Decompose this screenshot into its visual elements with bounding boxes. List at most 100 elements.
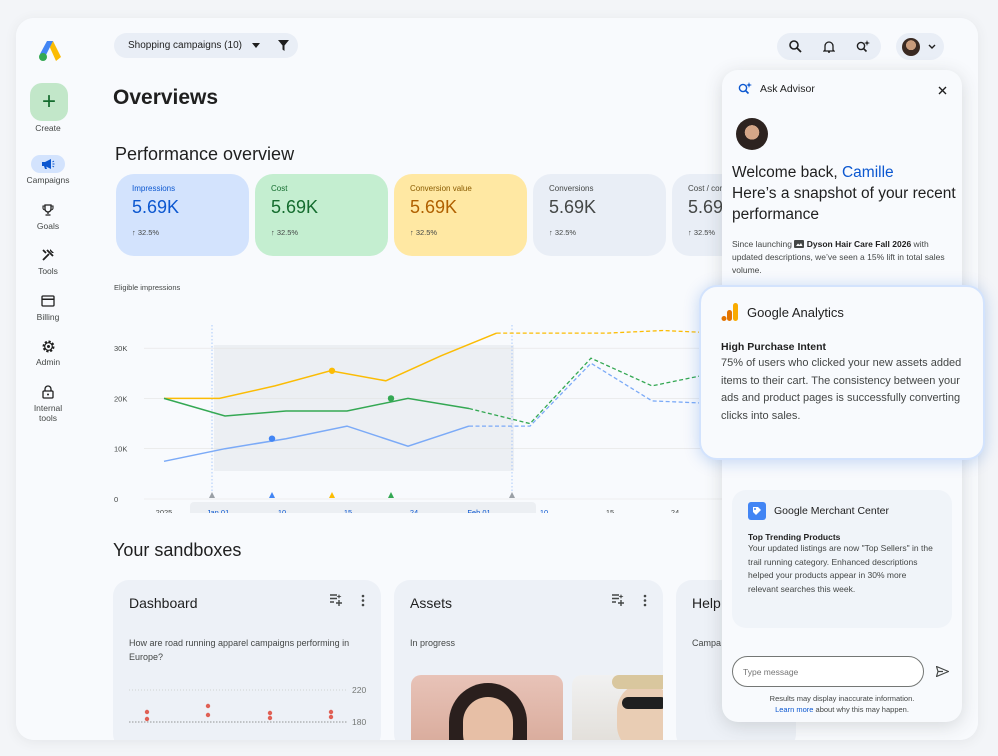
search-icon [788, 40, 802, 53]
nav-item-billing[interactable]: Billing [16, 292, 80, 322]
metric-value: 5.69 [688, 197, 724, 217]
nav-item-campaigns[interactable]: Campaigns [16, 155, 80, 185]
metric-label: Impressions [132, 184, 176, 193]
analytics-insight-text: 75% of users who clicked your new assets… [721, 357, 962, 422]
add-note-icon[interactable] [611, 594, 625, 607]
event-marker [329, 492, 335, 498]
advisor-header: Ask Advisor [738, 82, 815, 95]
event-marker [269, 492, 275, 498]
sandbox-card-assets[interactable]: Assets In progress [394, 580, 663, 740]
asset-image-portrait[interactable] [411, 675, 563, 740]
card-title: Dashboard [129, 595, 198, 611]
nav-item-admin[interactable]: Admin [16, 337, 80, 367]
campaign-name[interactable]: Dyson Hair Care Fall 2026 [806, 239, 912, 249]
nav-label: Campaigns [26, 175, 70, 185]
lock-icon [16, 383, 80, 401]
create-button[interactable]: + [30, 83, 68, 121]
mini-point [267, 710, 273, 716]
metric-value: 5.69K [410, 197, 458, 217]
x-tick-label: 15 [606, 508, 614, 513]
filter-button[interactable] [268, 33, 298, 58]
mini-chart: 220 180 [129, 685, 366, 727]
credit-card-icon [16, 292, 80, 310]
add-note-icon[interactable] [329, 594, 343, 607]
welcome-prefix: Welcome back, [732, 164, 842, 181]
metric-label: Conversion value [410, 184, 472, 193]
tools-icon [16, 246, 80, 264]
metric-card-impressions[interactable]: Impressions 5.69K ↑ 32.5% [116, 174, 249, 256]
nav-item-internal-tools[interactable]: Internal tools [16, 383, 80, 423]
sandbox-card-dashboard[interactable]: Dashboard How are road running apparel c… [113, 580, 381, 740]
x-tick-label: 2025 [156, 508, 173, 513]
more-vert-icon[interactable] [643, 594, 647, 607]
campaign-select[interactable]: Shopping campaigns (10) [114, 33, 270, 58]
mini-point [267, 715, 273, 721]
summary-suffix: with updated descriptions, we’ve seen a … [732, 239, 945, 275]
merchant-center-card: Google Merchant Center Top Trending Prod… [732, 490, 952, 628]
asset-image-sunglasses[interactable] [572, 675, 663, 740]
advisor-button[interactable] [853, 37, 873, 57]
plus-icon: + [41, 88, 56, 115]
chart-title: Eligible impressions [114, 283, 181, 292]
disclaimer: Results may display inaccurate informati… [722, 693, 962, 715]
metric-card-conversion-value[interactable]: Conversion value 5.69K ↑ 32.5% [394, 174, 527, 256]
disclaimer-suffix: about why this may happen. [813, 705, 909, 714]
nav-label: Goals [36, 221, 60, 231]
metric-card-conversions[interactable]: Conversions 5.69K ↑ 32.5% [533, 174, 666, 256]
mini-point [205, 703, 211, 709]
campaign-icon [794, 240, 805, 248]
x-tick-label: 10 [278, 508, 286, 513]
metric-change: ↑ 32.5% [549, 228, 577, 237]
mini-point [328, 714, 334, 720]
analytics-insight-card: Google Analytics High Purchase Intent 75… [699, 285, 985, 460]
x-tick-label: 10 [540, 508, 548, 513]
metric-value: 5.69K [549, 197, 597, 217]
series-line [163, 397, 470, 417]
filter-icon [277, 40, 289, 51]
metric-card-cost[interactable]: Cost 5.69K ↑ 32.5% [255, 174, 388, 256]
merchant-insight-title: Top Trending Products [748, 532, 841, 542]
mini-point [328, 709, 334, 715]
message-input[interactable] [732, 656, 924, 687]
advisor-search-spark-icon [856, 40, 870, 53]
event-marker [388, 492, 394, 498]
series-line [163, 425, 470, 463]
megaphone-icon [31, 155, 65, 173]
learn-more-link[interactable]: Learn more [775, 705, 814, 714]
mini-point [144, 716, 150, 722]
y-tick-label: 20K [114, 394, 127, 403]
chart-range-axis-highlight [190, 502, 536, 513]
merchant-center-name: Google Merchant Center [774, 505, 889, 517]
close-button[interactable] [934, 82, 950, 98]
send-button[interactable] [932, 661, 952, 681]
mini-tick: 220 [352, 685, 366, 695]
x-tick-label: 15 [344, 508, 352, 513]
y-tick-label: 30K [114, 344, 127, 353]
more-vert-icon[interactable] [361, 594, 365, 607]
card-description: Campa [692, 638, 722, 648]
card-title: Help [692, 595, 721, 611]
metric-change: ↑ 32.5% [132, 228, 160, 237]
google-ads-logo[interactable] [38, 40, 62, 62]
welcome-line2: Here’s a snapshot of your recent perform… [732, 185, 956, 223]
metric-label: Cost / con [688, 184, 725, 193]
y-tick-label: 0 [114, 495, 118, 504]
sandboxes-title: Your sandboxes [113, 540, 242, 560]
nav-label: Billing [36, 312, 60, 322]
x-tick-label: 24 [410, 508, 418, 513]
x-tick-label: Jan 01 [207, 508, 230, 513]
analytics-name: Google Analytics [747, 304, 844, 320]
campaign-select-label: Shopping campaigns (10) [128, 40, 242, 51]
metric-change: ↑ 32.5% [271, 228, 299, 237]
google-analytics-icon [721, 303, 738, 321]
nav-item-tools[interactable]: Tools [16, 246, 80, 276]
data-point [328, 367, 336, 374]
nav-item-goals[interactable]: Goals [16, 201, 80, 231]
search-button[interactable] [785, 37, 805, 57]
notifications-button[interactable] [819, 37, 839, 57]
metric-change: ↑ 32.5% [688, 228, 716, 237]
mini-point [205, 712, 211, 718]
account-menu[interactable] [896, 33, 944, 60]
nav-label: Tools [38, 266, 58, 276]
